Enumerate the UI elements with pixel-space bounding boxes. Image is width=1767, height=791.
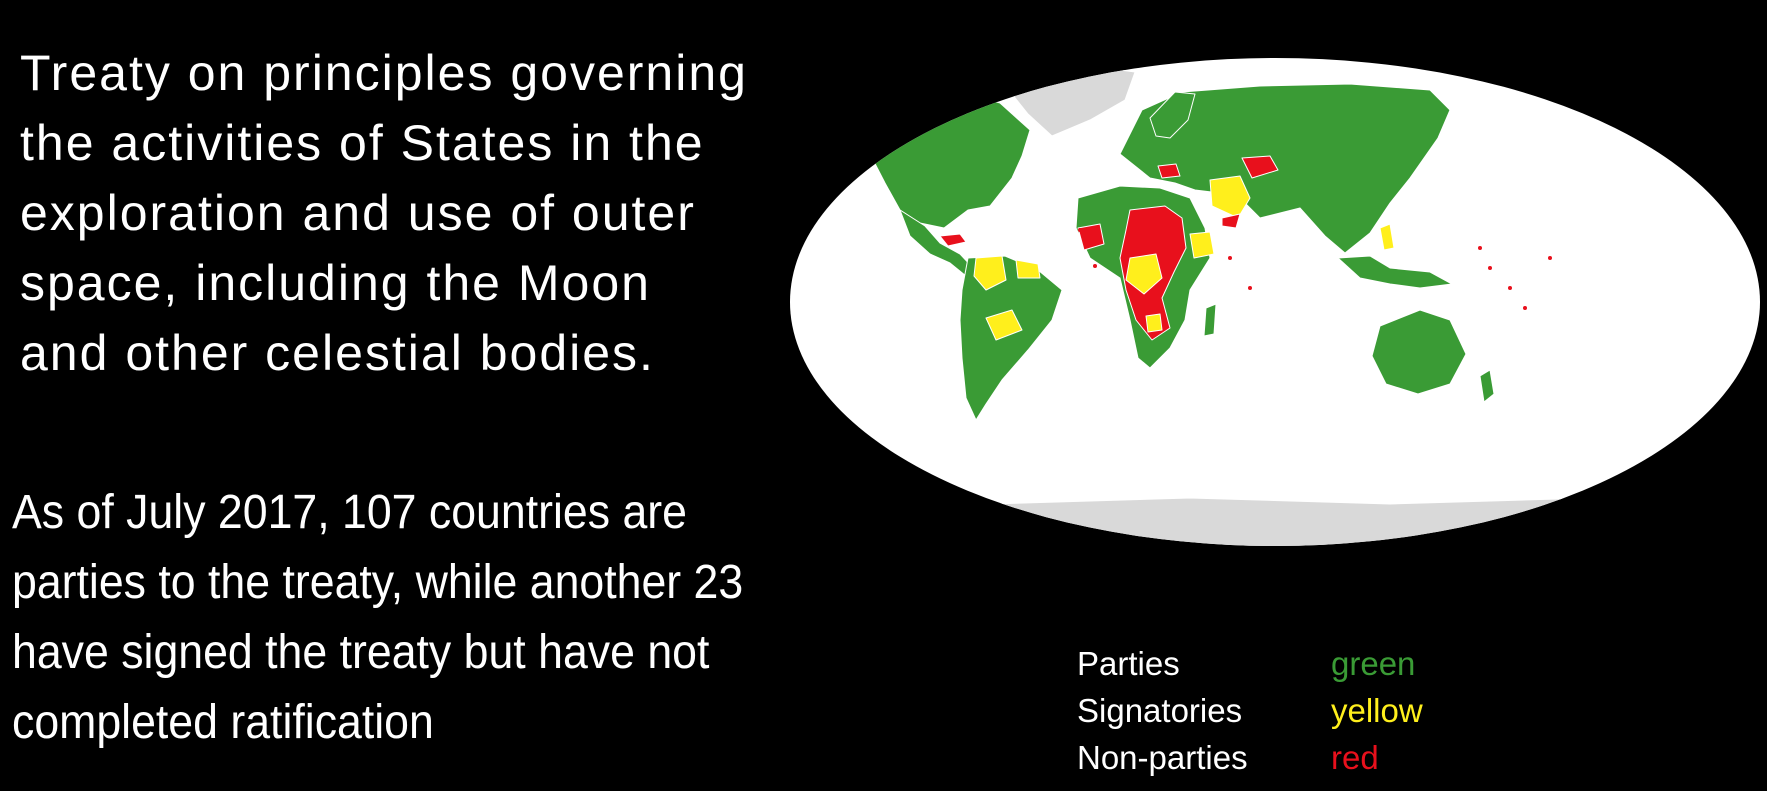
title-line: space, including the Moon xyxy=(20,255,651,311)
land-balkans-np xyxy=(1157,163,1181,179)
land-yemen-np xyxy=(1221,213,1241,229)
statement-line: completed ratification xyxy=(12,696,434,749)
legend-row-nonparties: Non-parties red xyxy=(1077,734,1423,781)
land-southern-africa-sig xyxy=(1145,313,1163,333)
world-map-svg xyxy=(790,58,1760,546)
land-west-africa-np xyxy=(1077,223,1105,251)
ocean xyxy=(790,58,1760,546)
legend-row-signatories: Signatories yellow xyxy=(1077,687,1423,734)
land-bolivia xyxy=(985,309,1023,341)
title-line: Treaty on principles governing xyxy=(20,45,748,101)
title-line: the activities of States in the xyxy=(20,115,705,171)
land-south-america xyxy=(959,255,1063,421)
legend-label: Non-parties xyxy=(1077,739,1248,776)
land-guianas xyxy=(1015,259,1041,279)
land-madagascar xyxy=(1203,303,1217,337)
treaty-title: Treaty on principles governing the activ… xyxy=(20,38,748,388)
legend-row-parties: Parties green xyxy=(1077,640,1423,687)
legend-color-name: green xyxy=(1331,645,1416,682)
map-legend: Parties green Signatories yellow Non-par… xyxy=(1077,640,1423,781)
land-scandinavia xyxy=(1149,91,1196,139)
title-line: and other celestial bodies. xyxy=(20,325,655,381)
land-antarctica xyxy=(790,497,1760,546)
land-colombia xyxy=(973,255,1007,291)
land-central-africa-sig xyxy=(1125,253,1163,295)
land-philippines xyxy=(1379,223,1395,251)
statement-line: As of July 2017, 107 countries are xyxy=(12,486,687,539)
statement-line: parties to the treaty, while another 23 xyxy=(12,556,744,609)
ratification-statement: As of July 2017, 107 countries are parti… xyxy=(12,478,747,758)
small-islands xyxy=(1078,228,1552,310)
land-ethiopia xyxy=(1189,231,1215,259)
land-eurasia xyxy=(1119,83,1451,254)
legend-color-name: yellow xyxy=(1331,692,1423,729)
world-map xyxy=(790,58,1760,548)
land-southeast-asia xyxy=(1337,255,1453,289)
legend-label: Signatories xyxy=(1077,692,1243,729)
statement-line: have signed the treaty but have not xyxy=(12,626,710,679)
legend-color-name: red xyxy=(1331,739,1379,776)
land-australia xyxy=(1371,309,1467,395)
title-line: exploration and use of outer xyxy=(20,185,696,241)
land-caribbean-np xyxy=(939,233,967,247)
legend-label: Parties xyxy=(1077,645,1180,682)
land-new-zealand xyxy=(1479,369,1495,403)
land-iran xyxy=(1209,175,1251,219)
land-central-asia-np xyxy=(1241,155,1279,179)
